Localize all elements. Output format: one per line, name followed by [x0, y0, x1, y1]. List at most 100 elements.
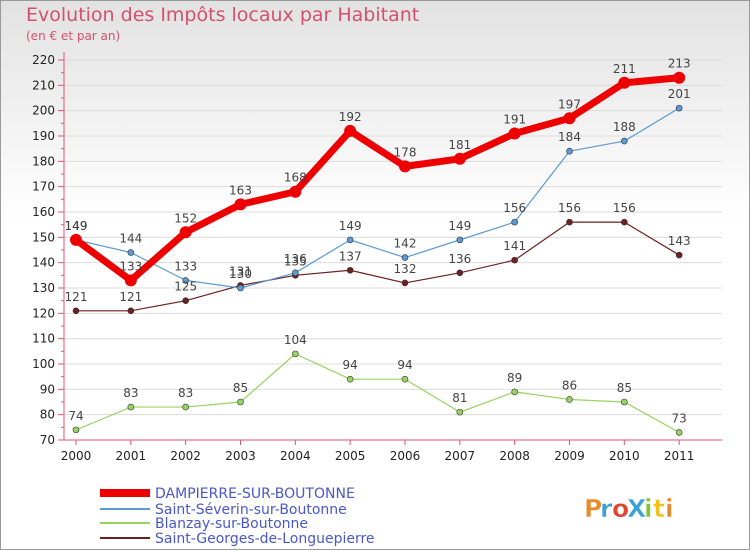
data-point: [511, 218, 518, 226]
data-point: [344, 124, 357, 137]
logo-letter: r: [600, 494, 613, 523]
x-tick-label: 2010: [609, 449, 640, 463]
data-label: 89: [507, 371, 522, 385]
y-tick-label: 150: [32, 230, 55, 244]
data-point: [621, 398, 628, 406]
data-point: [237, 398, 244, 406]
data-point: [456, 236, 464, 244]
data-point: [566, 396, 573, 403]
logo-letter: i: [644, 494, 653, 523]
data-label: 125: [174, 280, 197, 294]
data-label: 104: [284, 333, 307, 347]
data-label: 149: [339, 219, 362, 233]
data-label: 149: [448, 219, 471, 233]
data-point: [292, 269, 299, 277]
data-label: 133: [119, 259, 142, 273]
data-point: [346, 375, 354, 383]
data-label: 130: [229, 267, 252, 281]
y-tick-label: 210: [32, 78, 55, 92]
x-tick-label: 2005: [335, 449, 366, 463]
data-label: 81: [452, 391, 467, 405]
data-point: [675, 251, 683, 259]
data-label: 83: [123, 386, 138, 400]
y-tick-label: 100: [32, 357, 55, 371]
y-tick-label: 130: [32, 281, 55, 295]
y-tick-label: 70: [40, 433, 55, 447]
data-point: [508, 127, 521, 140]
data-label: 156: [503, 201, 526, 215]
x-tick-label: 2000: [61, 449, 92, 463]
data-point: [621, 137, 628, 145]
x-tick-label: 2011: [664, 449, 695, 463]
data-label: 188: [613, 120, 636, 134]
data-point: [401, 375, 409, 383]
data-label: 141: [503, 239, 526, 253]
data-label: 136: [284, 252, 307, 266]
data-label: 133: [174, 259, 197, 273]
data-label: 85: [617, 381, 632, 395]
legend-label: DAMPIERRE-SUR-BOUTONNE: [155, 486, 355, 502]
data-point: [456, 408, 464, 416]
x-tick-label: 2001: [116, 449, 147, 463]
legend: DAMPIERRE-SUR-BOUTONNESaint-Séverin-sur-…: [100, 486, 375, 547]
data-label: 197: [558, 97, 581, 111]
logo-letter: i: [665, 494, 674, 523]
data-label: 121: [65, 290, 88, 304]
logo-letter: o: [612, 494, 629, 523]
data-label: 152: [174, 211, 197, 225]
data-label: 137: [339, 249, 362, 263]
x-tick-label: 2006: [390, 449, 421, 463]
data-point: [456, 269, 464, 277]
y-tick-label: 110: [32, 332, 55, 346]
x-tick-label: 2007: [445, 449, 476, 463]
series-lines: [70, 71, 686, 436]
data-label: 213: [668, 57, 691, 71]
data-label: 83: [178, 386, 193, 400]
data-label: 181: [448, 138, 471, 152]
data-point: [618, 76, 631, 89]
data-label: 94: [397, 358, 412, 372]
data-label: 149: [65, 219, 88, 233]
x-tick-label: 2003: [225, 449, 256, 463]
data-point: [453, 152, 466, 165]
data-labels: 121 121 125 131 135 137 132 136 141 156 156 143 74 83…: [65, 57, 691, 426]
data-point: [346, 266, 354, 274]
data-point: [675, 104, 683, 112]
data-point: [563, 112, 576, 125]
data-point: [124, 274, 137, 287]
data-point: [675, 429, 683, 436]
data-label: 135: [284, 254, 307, 268]
data-point: [292, 350, 299, 358]
data-point: [566, 218, 573, 226]
data-point: [511, 388, 518, 396]
series-line: [75, 353, 680, 433]
data-label: 156: [558, 201, 581, 215]
y-tick-label: 180: [32, 154, 55, 168]
series-line: [75, 107, 680, 289]
data-label: 191: [503, 112, 526, 126]
data-point: [399, 160, 411, 173]
data-point: [179, 226, 192, 239]
logo-letter: X: [627, 494, 646, 523]
y-tick-label: 120: [32, 306, 55, 320]
data-label: 74: [68, 409, 83, 423]
data-label: 192: [339, 110, 362, 124]
y-tick-label: 170: [32, 180, 55, 194]
data-label: 211: [613, 62, 636, 76]
data-point: [72, 307, 80, 315]
data-point: [289, 185, 302, 198]
y-tick-label: 190: [32, 129, 55, 143]
y-tick-label: 90: [40, 382, 55, 396]
legend-label: Saint-Georges-de-Longuepierre: [155, 531, 375, 547]
data-point: [127, 403, 135, 411]
data-label: 73: [672, 411, 687, 425]
data-label: 184: [558, 130, 581, 144]
logo-letter: P: [584, 494, 602, 523]
data-label: 131: [229, 264, 252, 278]
x-tick-label: 2008: [499, 449, 530, 463]
data-point: [401, 279, 409, 287]
legend-label: Blanzay-sur-Boutonne: [155, 516, 308, 532]
data-label: 142: [394, 237, 417, 251]
data-point: [234, 198, 247, 211]
